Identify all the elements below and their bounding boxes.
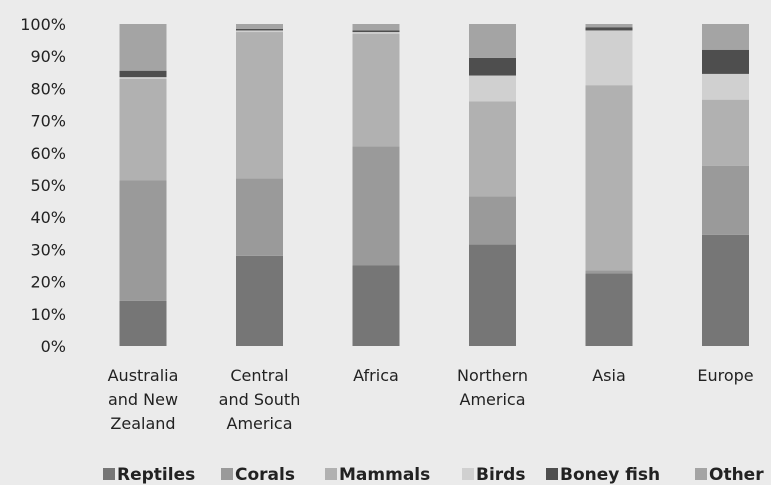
legend-label: Corals [235,465,295,485]
bar-segment-birds [585,30,633,86]
y-tick-label: 60% [30,144,66,163]
bar-segment-boney-fish [352,30,400,33]
bar-segment-birds [236,30,283,33]
y-tick-label: 90% [30,47,66,66]
bar-segment-birds [702,73,749,100]
bar-segment-mammals [469,101,516,197]
bar-segment-other [352,24,400,31]
y-tick-label: 100% [20,15,66,34]
x-category-label: Africa [353,366,399,385]
legend-swatch [462,468,474,480]
y-tick-label: 40% [30,208,66,227]
bar-segment-reptiles [352,265,400,346]
bar-segment-mammals [702,99,749,166]
bar-segment-other [702,24,749,50]
y-tick-label: 0% [41,337,66,356]
bar-segment-reptiles [469,244,516,346]
legend-label: Other [709,465,764,485]
bar-segment-other [119,24,167,71]
bars [119,24,749,346]
bar-segment-reptiles [702,234,749,346]
legend-swatch [221,468,233,480]
bar-segment-other [585,24,633,28]
bar-segment-corals [352,146,400,266]
bar-segment-mammals [236,32,283,179]
legend-swatch [325,468,337,480]
bar-segment-boney-fish [469,57,516,76]
bar-segment-reptiles [236,255,283,346]
legend-swatch [546,468,558,480]
bar-segment-corals [585,270,633,274]
x-category-label: Europe [697,366,753,385]
bar-segment-reptiles [585,273,633,346]
bar-segment-boney-fish [702,49,749,74]
x-category-label: Asia [592,366,626,385]
bar-segment-mammals [352,33,400,147]
x-category-label: Central and South America [219,366,301,433]
y-tick-label: 10% [30,305,66,324]
bar-segment-corals [469,196,516,245]
x-category-label: Northern America [457,366,528,409]
bar-segment-birds [469,75,516,102]
y-tick-label: 70% [30,112,66,131]
y-axis: 0% 10% 20% 30% 40% 50% 60% 70% 80% 90% 100% [20,15,66,356]
x-category-label: Australia and New Zealand [108,366,179,433]
bar-segment-other [236,24,283,29]
y-tick-label: 80% [30,79,66,98]
bar-segment-corals [119,180,167,301]
bar-segment-boney-fish [119,70,167,78]
bar-segment-birds [119,77,167,79]
legend-label: Birds [476,465,525,485]
bar-segment-reptiles [119,300,167,346]
bar-segment-other [469,24,516,58]
legend-label: Mammals [339,465,430,485]
y-tick-label: 30% [30,240,66,259]
y-tick-label: 20% [30,273,66,292]
legend-label: Boney fish [560,465,660,485]
x-axis-labels: Australia and New Zealand Central and South A… [108,366,754,433]
legend-swatch [103,468,115,480]
legend: Reptiles Corals Mammals Birds Boney fish Othe… [103,465,764,485]
bar-segment-mammals [585,85,633,271]
bar-segment-corals [236,178,283,256]
y-tick-label: 50% [30,176,66,195]
legend-swatch [695,468,707,480]
bar-segment-boney-fish [236,28,283,31]
bar-segment-birds [352,32,400,34]
bar-segment-mammals [119,78,167,181]
legend-label: Reptiles [117,465,195,485]
bar-segment-boney-fish [585,27,633,31]
bar-segment-corals [702,165,749,235]
